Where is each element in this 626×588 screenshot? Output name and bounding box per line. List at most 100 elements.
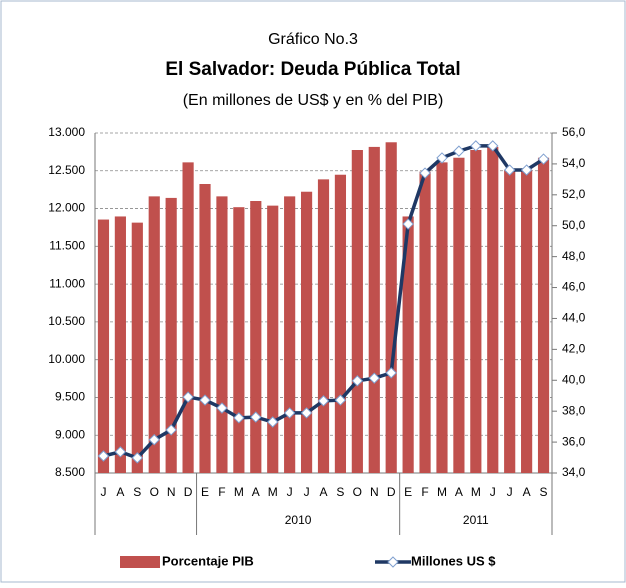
marker	[283, 407, 296, 419]
x-tick-label: A	[319, 485, 327, 499]
x-tick-label: M	[437, 485, 447, 499]
x-tick-label: N	[370, 485, 379, 499]
bar	[436, 162, 448, 473]
bar	[521, 170, 533, 473]
bar	[537, 157, 550, 473]
chart-title: Gráfico No.3	[268, 31, 358, 48]
marker	[131, 452, 144, 464]
y2-tick-label: 48,0	[562, 249, 586, 263]
y-tick-label: 11.500	[49, 239, 85, 253]
x-tick-label: A	[455, 485, 463, 499]
marker	[148, 434, 160, 446]
marker	[487, 140, 499, 152]
marker	[182, 391, 194, 403]
bar	[97, 219, 110, 473]
bar	[114, 216, 126, 474]
x-tick-label: J	[287, 485, 293, 499]
bar	[267, 205, 279, 474]
y2-tick-label: 54,0	[562, 156, 586, 170]
y-tick-label: 10.500	[48, 314, 85, 328]
legend-marker	[387, 556, 399, 568]
y-tick-label: 9.000	[55, 427, 85, 441]
y2-tick-label: 40,0	[562, 372, 586, 386]
marker	[520, 164, 533, 176]
marker	[334, 394, 347, 406]
x-tick-label: J	[100, 485, 106, 499]
bar	[182, 162, 194, 473]
x-tick-label: D	[184, 485, 193, 499]
marker	[419, 167, 431, 179]
marker	[300, 407, 313, 419]
y-tick-label: 11.000	[49, 276, 85, 290]
marker	[165, 424, 177, 436]
y2-tick-label: 46,0	[562, 280, 586, 294]
marker	[368, 372, 380, 384]
y-tick-label: 9.500	[55, 390, 85, 404]
x-tick-label: D	[387, 485, 396, 499]
marker	[351, 375, 364, 387]
marker	[436, 152, 448, 164]
y2-tick-label: 34,0	[562, 465, 586, 479]
bar	[165, 197, 177, 473]
chart-subtitle: El Salvador: Deuda Pública Total	[165, 59, 460, 80]
marker	[503, 164, 516, 176]
x-tick-label: S	[540, 485, 548, 499]
bar	[470, 150, 482, 473]
x-tick-label: E	[201, 485, 209, 499]
y-tick-label: 12.500	[48, 163, 85, 177]
bar	[453, 157, 465, 473]
marker	[97, 450, 110, 462]
marker	[402, 218, 414, 230]
x-tick-label: O	[353, 485, 362, 499]
x-tick-label: A	[523, 485, 531, 499]
x-tick-label: E	[404, 485, 412, 499]
x-tick-label: O	[150, 485, 159, 499]
bar	[233, 207, 245, 473]
y2-tick-label: 36,0	[562, 434, 586, 448]
marker	[199, 394, 211, 406]
x-tick-label: F	[421, 485, 428, 499]
bar	[334, 174, 347, 473]
bar	[504, 170, 516, 473]
chart-note: (En millones de US$ y en % del PIB)	[183, 92, 444, 109]
marker	[385, 367, 397, 379]
y2-tick-label: 42,0	[562, 342, 586, 356]
y-tick-label: 13.000	[48, 125, 85, 139]
y2-tick-label: 44,0	[562, 311, 586, 325]
x-tick-label: A	[252, 485, 260, 499]
legend-swatch	[120, 556, 160, 568]
marker	[267, 416, 279, 428]
x-tick-label: J	[490, 485, 496, 499]
bar	[284, 196, 296, 473]
bar	[402, 216, 414, 474]
x-tick-label: M	[471, 485, 481, 499]
legend-label: Millones US $	[411, 553, 496, 568]
marker	[216, 402, 228, 414]
y-tick-label: 12.000	[48, 201, 85, 215]
y-tick-label: 10.000	[48, 352, 85, 366]
x-tick-label: S	[336, 485, 344, 499]
y2-tick-label: 52,0	[562, 187, 586, 201]
marker	[317, 395, 330, 407]
y2-tick-label: 38,0	[562, 403, 586, 417]
marker	[250, 411, 262, 423]
marker	[470, 140, 482, 152]
x-tick-label: M	[234, 485, 244, 499]
marker	[537, 153, 550, 165]
bar	[317, 179, 330, 473]
legend-label: Porcentaje PIB	[162, 553, 254, 568]
bar	[487, 146, 499, 473]
x-tick-label: F	[218, 485, 225, 499]
bar	[351, 150, 363, 473]
y2-tick-label: 50,0	[562, 218, 586, 232]
x-tick-label: S	[133, 485, 141, 499]
bar	[131, 222, 143, 473]
bar	[250, 201, 262, 473]
bar	[300, 191, 313, 473]
x-tick-label: J	[304, 485, 310, 499]
bar	[216, 196, 228, 473]
bar	[368, 146, 380, 473]
group-label: 2011	[463, 513, 489, 527]
bar	[199, 184, 211, 473]
